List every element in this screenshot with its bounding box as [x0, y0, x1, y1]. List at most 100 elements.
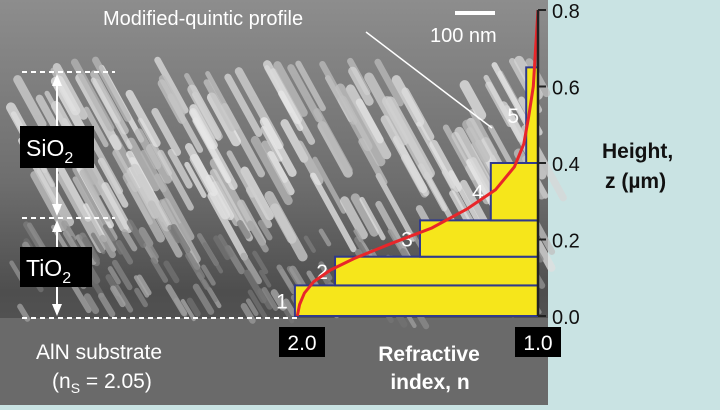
- scale-bar: [455, 11, 495, 15]
- sio2-nanorod: [36, 166, 75, 227]
- sio2-nanorod: [226, 150, 256, 198]
- y-axis-ticks: 0.0 0.2 0.4 0.6 0.8: [538, 1, 580, 329]
- sio2-nanorod: [273, 61, 308, 117]
- sio2-nanorod: [112, 149, 139, 193]
- tio2-nanorod: [247, 289, 268, 319]
- sio2-nanorod: [167, 148, 193, 189]
- sio2-nanorod: [54, 75, 81, 116]
- sio2-nanorod: [83, 106, 109, 148]
- sio2-nanorod: [145, 143, 173, 184]
- tio2-nanorod: [202, 242, 224, 274]
- sio2-nanorod: [469, 109, 498, 156]
- profile-curve: [295, 9, 540, 317]
- tio2-nanorod: [318, 228, 332, 247]
- y-axis-label-line2: z (µm): [605, 170, 666, 193]
- scale-bar-label: 100 nm: [430, 25, 497, 47]
- tio2-nanorod: [252, 250, 269, 275]
- sio2-nanorod: [312, 156, 347, 214]
- sio2-nanorod: [90, 77, 133, 150]
- tio2-nanorod: [257, 219, 273, 241]
- y-tick-label: 0.2: [552, 231, 580, 253]
- tio2-nanorod: [353, 229, 374, 261]
- tio2-nanorod: [218, 234, 234, 258]
- sio2-nanorod: [101, 182, 133, 233]
- sio2-nanorod: [79, 169, 111, 222]
- sio2-nanorod: [147, 200, 183, 258]
- layer-label-3: 3: [401, 229, 413, 252]
- tio2-nanorod: [178, 223, 192, 242]
- tio2-nanorod: [170, 224, 191, 253]
- tio2-nanorod: [165, 284, 188, 317]
- tio2-nanorod: [83, 293, 100, 315]
- sio2-nanorod: [348, 66, 374, 106]
- layer-bar-1: [293, 284, 540, 317]
- y-tick-label: 0.6: [552, 78, 580, 100]
- sio2-nanorod: [140, 149, 167, 193]
- tio2-nanorod: [276, 264, 297, 295]
- sio2-nanorod: [126, 137, 161, 192]
- tio2-nanorod: [99, 234, 116, 259]
- sio2-nanorod: [259, 117, 297, 177]
- tio2-nanorod: [180, 298, 196, 322]
- layer-bar-4: [489, 162, 539, 222]
- sio2-nanorod: [340, 196, 368, 240]
- layer-bars: [293, 66, 540, 317]
- sio2-nanorod: [90, 70, 129, 135]
- tio2-nanorod: [115, 239, 134, 265]
- tio2-nanorod: [247, 220, 269, 253]
- sio2-nanorod: [187, 84, 222, 140]
- sio2-nanorod: [157, 149, 194, 211]
- sio2-nanorod: [309, 172, 357, 253]
- sio2-nanorod: [203, 79, 236, 132]
- tio2-nanorod: [201, 264, 216, 286]
- sio2-nanorod: [184, 161, 207, 199]
- sio2-nanorod: [192, 117, 232, 184]
- tio2-nanorod: [134, 287, 148, 308]
- sio2-label: SiO2: [26, 135, 73, 167]
- sio2-nanorod: [250, 136, 293, 206]
- tio2-nanorod: [236, 220, 251, 239]
- tio2-label-box: [20, 247, 92, 287]
- sio2-nanorod: [364, 72, 409, 146]
- tio2-nanorod: [270, 289, 287, 311]
- tio2-nanorod: [245, 298, 259, 317]
- tio2-nanorod: [213, 235, 231, 261]
- tio2-nanorod: [17, 303, 31, 322]
- sio2-nanorod: [459, 80, 487, 121]
- tio2-nanorod: [240, 252, 262, 285]
- tio2-nanorod: [126, 219, 147, 248]
- y-axis-label-line1: Height,: [602, 140, 673, 163]
- tio2-nanorod: [69, 280, 92, 314]
- y-tick-label: 0.4: [552, 154, 580, 176]
- sio2-nanorod: [125, 89, 161, 148]
- x-tick-label: 2.0: [287, 332, 316, 355]
- sio2-nanorod: [72, 176, 117, 252]
- y-tick-label: 0.0: [552, 307, 580, 329]
- sio2-nanorod: [266, 151, 295, 196]
- sio2-nanorod: [151, 108, 182, 156]
- sio2-nanorod: [270, 203, 297, 244]
- tio2-label: TiO2: [26, 255, 71, 287]
- sio2-nanorod: [70, 58, 115, 132]
- tio2-nanorod: [261, 287, 279, 311]
- sio2-nanorod: [483, 74, 523, 143]
- sio2-nanorod: [209, 157, 255, 231]
- sio2-nanorod: [92, 56, 132, 122]
- sio2-nanorod: [295, 60, 326, 112]
- sio2-nanorod: [240, 166, 274, 221]
- tio2-nanorod: [102, 224, 123, 255]
- sio2-nanorod: [350, 193, 379, 237]
- tio2-nanorod: [318, 261, 333, 281]
- profile-label-leader: [365, 31, 493, 129]
- sio2-nanorod: [429, 139, 462, 192]
- substrate-index-label: (nS = 2.05): [52, 370, 152, 396]
- x-axis-label-line1: Refractive: [378, 343, 480, 366]
- tio2-nanorod: [90, 232, 106, 255]
- tio2-nanorod: [133, 275, 150, 298]
- layer-bar-3: [419, 219, 539, 258]
- sio2-nanorod: [157, 79, 186, 124]
- sio2-nanorod: [375, 172, 417, 242]
- tio2-nanorod: [283, 298, 297, 317]
